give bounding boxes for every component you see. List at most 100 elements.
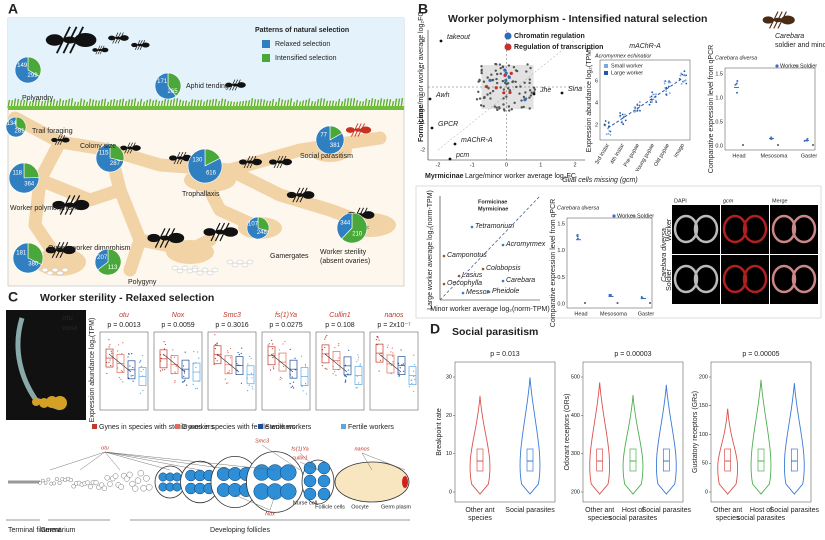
gene-point (448, 157, 452, 161)
gene-point (477, 80, 480, 83)
gene-label: Sina (568, 86, 582, 93)
ant-body (92, 48, 98, 52)
ant-leg (219, 231, 226, 242)
row-label: Soldier (666, 268, 673, 290)
ant-leg (75, 26, 84, 41)
sample-point (355, 387, 357, 389)
sample-point (334, 347, 336, 349)
gene-name: Cullin1 (329, 312, 351, 319)
sample-point (414, 378, 416, 380)
sample-point (111, 352, 113, 354)
germarium-cell (143, 475, 150, 482)
gene-point (475, 98, 479, 101)
sample-point (127, 356, 129, 358)
germarium-cell (101, 485, 108, 491)
violin (589, 382, 611, 495)
pie-value: 107 (248, 222, 259, 228)
legend-label: Regulation of transcription (514, 44, 603, 51)
sample-point (195, 388, 197, 390)
x-tick-label: Other ant (713, 507, 742, 514)
pie-slice (8, 162, 40, 194)
species-label: Carebara (506, 277, 535, 284)
sample-point (227, 382, 229, 384)
gene-label: Nox (265, 511, 275, 517)
gene-point (528, 81, 531, 85)
ant-leg (114, 32, 119, 39)
region-label: Germarium (40, 527, 75, 534)
gene-point (532, 92, 536, 96)
trend (216, 353, 240, 373)
pie-value: 115 (99, 151, 109, 157)
ant-leg (59, 135, 63, 141)
species-label: Colobopsis (486, 265, 521, 272)
sample-point (174, 381, 176, 383)
sample-point (184, 351, 186, 353)
diagonal (439, 195, 541, 301)
sample-point (139, 361, 141, 364)
gene-point (483, 95, 486, 99)
ant-leg (246, 161, 251, 169)
sample-point (122, 381, 124, 383)
sample-point (132, 374, 134, 377)
ant-leg (159, 228, 166, 239)
ant-leg (176, 151, 181, 159)
germarium-cell (137, 470, 144, 477)
brain-lobe (722, 264, 748, 294)
sample-point (324, 338, 326, 340)
ant-leg (164, 237, 171, 248)
sample-point (604, 120, 607, 122)
sample-point (356, 387, 358, 389)
trait-label: Colony size (80, 143, 116, 150)
pie-value: 265 (168, 89, 179, 95)
sample-point (638, 101, 641, 104)
sample-point (609, 134, 612, 136)
x-tick-label: Imago (673, 143, 686, 159)
gene-point (506, 87, 510, 90)
gene-point (503, 109, 506, 112)
plot-frame (99, 331, 149, 411)
gene-point (523, 98, 527, 102)
ant-leg (124, 147, 128, 154)
x-tick-label: Social parasites (505, 507, 555, 514)
gene-point (522, 95, 526, 99)
ant-body (239, 159, 247, 165)
ant-leg (295, 187, 301, 196)
pie-value: 149 (17, 63, 28, 69)
sample-point (122, 342, 124, 344)
nurse-cell (280, 464, 297, 481)
sample-point (272, 343, 274, 345)
nurse-cell (317, 487, 331, 501)
gene-point (486, 93, 489, 96)
sample-point (667, 81, 670, 84)
ant-leg (292, 194, 297, 203)
sample-point (605, 133, 608, 136)
p-value: p = 0.0059 (161, 322, 194, 329)
ant-body (52, 200, 66, 210)
ant-leg (231, 84, 236, 91)
ant-leg (126, 147, 131, 154)
ant-body (223, 227, 238, 237)
y-tick-label: -2 (420, 147, 425, 153)
sample-point (226, 382, 228, 384)
box (526, 448, 534, 472)
sample-point (735, 82, 738, 85)
ant-icon (45, 26, 97, 54)
ant-leg (55, 249, 61, 259)
sample-point (109, 359, 111, 361)
gene-point (518, 92, 521, 95)
ant-leg (214, 231, 221, 242)
sample-point (663, 80, 666, 83)
sample-point (130, 375, 132, 377)
sample-point (302, 390, 304, 392)
sample-point (289, 348, 291, 350)
sample-point (607, 122, 610, 124)
sample-point (413, 363, 415, 366)
sample-point (120, 370, 122, 372)
nurse-cell (303, 474, 317, 488)
gene-point (502, 103, 505, 106)
pie-value: 77 (320, 133, 327, 139)
sample-point (184, 379, 186, 381)
gene-point (508, 109, 511, 112)
x-tick-label-cont: social parasites (737, 515, 786, 522)
x-tick-label-cont: species (588, 515, 612, 522)
